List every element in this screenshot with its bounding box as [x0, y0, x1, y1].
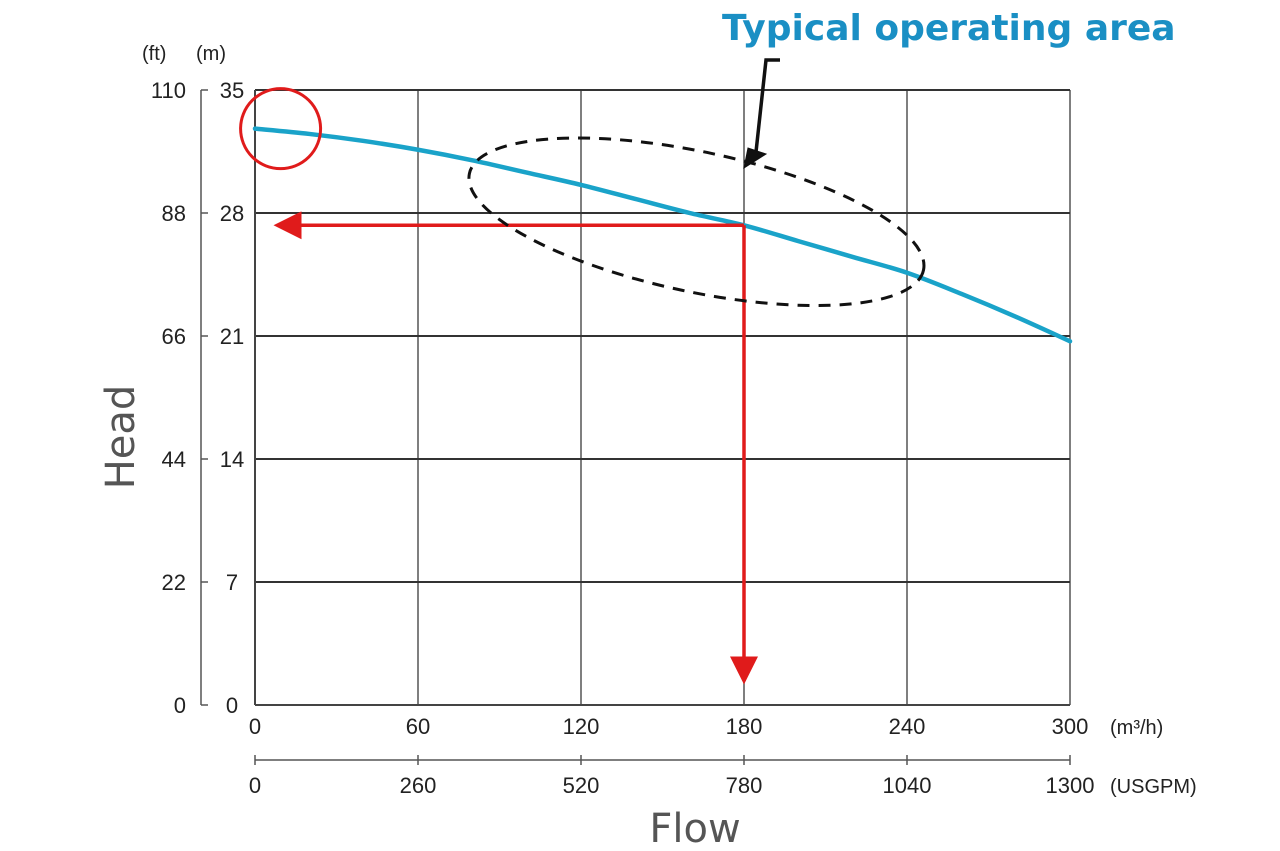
x-axis-title: Flow: [649, 806, 740, 851]
tick-labels: 0060260120520180780240104030013000072214…: [151, 78, 1095, 798]
operating-area-pointer-head: [743, 147, 768, 170]
x-tick-label-primary: 60: [406, 714, 430, 739]
operating-area-ellipse: [467, 136, 926, 308]
y-tick-label-primary: 0: [226, 693, 238, 718]
x-tick-label-primary: 240: [889, 714, 926, 739]
annotations: [239, 58, 926, 685]
operating-area-label: Typical operating area: [722, 8, 1176, 49]
shutoff-head-circle: [239, 87, 323, 171]
x-tick-label-secondary: 780: [726, 773, 763, 798]
x-unit-primary: (m³/h): [1110, 717, 1163, 739]
y-unit-secondary: (ft): [142, 43, 166, 65]
y-tick-label-secondary: 110: [151, 78, 186, 103]
y-tick-label-primary: 21: [220, 324, 244, 349]
series-layer: [252, 126, 1073, 344]
x-tick-label-primary: 0: [249, 714, 261, 739]
x-tick-label-secondary: 260: [400, 773, 437, 798]
y-tick-label-secondary: 22: [162, 570, 186, 595]
x-tick-label-primary: 120: [563, 714, 600, 739]
grid-lines: [254, 89, 1071, 706]
x-tick-label-secondary: 1300: [1046, 773, 1095, 798]
y-tick-label-primary: 35: [220, 78, 244, 103]
pump-curve-line: [252, 126, 1073, 344]
y-tick-label-primary: 28: [220, 201, 244, 226]
y-unit-primary: (m): [196, 43, 226, 65]
operating-area-pointer: [754, 58, 780, 153]
x-tick-label-secondary: 0: [249, 773, 261, 798]
axes: [200, 89, 1071, 765]
y-tick-label-primary: 14: [220, 447, 244, 472]
x-unit-secondary: (USGPM): [1110, 776, 1197, 798]
x-tick-label-secondary: 520: [563, 773, 600, 798]
x-tick-label-primary: 300: [1052, 714, 1089, 739]
y-tick-label-secondary: 66: [162, 324, 186, 349]
y-tick-label-secondary: 88: [162, 201, 186, 226]
y-tick-label-primary: 7: [226, 570, 238, 595]
x-tick-label-secondary: 1040: [883, 773, 932, 798]
y-tick-label-secondary: 0: [174, 693, 186, 718]
x-tick-label-primary: 180: [726, 714, 763, 739]
y-tick-label-secondary: 44: [162, 447, 186, 472]
y-axis-title: Head: [98, 385, 144, 490]
